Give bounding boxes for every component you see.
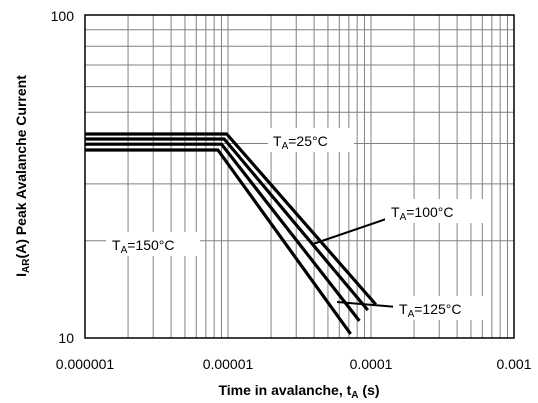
x-tick-label: 0.0001 (350, 356, 393, 372)
annotation-100c: TA=100°C (391, 204, 453, 223)
annotation-150c: TA=150°C (112, 237, 174, 256)
series-line-0 (85, 132, 378, 306)
y-tick-label: 10 (58, 330, 74, 346)
annotation-box-150c (106, 232, 200, 256)
series-line-3 (85, 148, 352, 335)
plot-area-frame (84, 14, 515, 339)
x-tick-label: 0.001 (496, 356, 531, 372)
x-axis-label: Time in avalanche, tA (s) (218, 382, 379, 401)
annotation-box-25c (268, 128, 354, 152)
y-tick-label: 100 (51, 8, 75, 24)
annotation-25c: TA=25°C (273, 133, 328, 152)
arrow-line-125c (336, 301, 398, 308)
grid-lines (85, 15, 514, 338)
x-tick-label: 0.00001 (203, 356, 254, 372)
y-axis-label: IAR(A) Peak Avalanche Current (13, 75, 32, 277)
annotation-125c: TA=125°C (399, 301, 461, 320)
annotation-box-100c (385, 199, 483, 223)
arrow-line-100c (312, 217, 390, 245)
annotation-arrows (312, 217, 398, 308)
series-line-2 (85, 142, 361, 322)
series-line-1 (85, 137, 370, 312)
x-tick-label: 0.000001 (56, 356, 115, 372)
annotation-box-125c (393, 296, 489, 320)
series-layer (85, 132, 378, 335)
